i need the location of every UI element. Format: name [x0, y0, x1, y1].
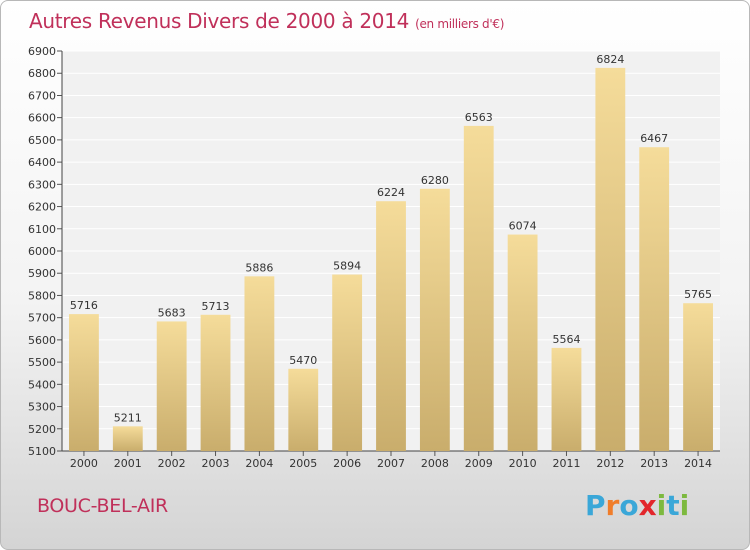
y-tick-label: 5700 — [28, 312, 56, 325]
x-tick-label: 2014 — [684, 457, 712, 470]
y-tick-label: 5500 — [28, 356, 56, 369]
data-label: 5713 — [202, 300, 230, 313]
y-tick-label: 6800 — [28, 67, 56, 80]
y-tick-label: 5800 — [28, 289, 56, 302]
x-tick-label: 2006 — [333, 457, 361, 470]
x-tick-label: 2003 — [202, 457, 230, 470]
logo-letter: t — [666, 489, 680, 522]
y-tick-label: 6100 — [28, 223, 56, 236]
logo-letter: o — [619, 489, 639, 522]
logo-letter: P — [585, 489, 606, 522]
x-tick-label: 2008 — [421, 457, 449, 470]
x-tick-label: 2001 — [114, 457, 142, 470]
y-tick-label: 5600 — [28, 334, 56, 347]
proxiti-logo: Proxiti — [585, 489, 689, 522]
x-tick-label: 2005 — [289, 457, 317, 470]
y-tick-label: 6300 — [28, 178, 56, 191]
x-tick-label: 2000 — [70, 457, 98, 470]
y-tick-label: 5400 — [28, 378, 56, 391]
chart-title: Autres Revenus Divers de 2000 à 2014 (en … — [29, 9, 504, 33]
data-label: 5683 — [158, 306, 186, 319]
y-tick-label: 6600 — [28, 112, 56, 125]
x-tick-label: 2002 — [158, 457, 186, 470]
data-label: 5886 — [245, 261, 273, 274]
data-label: 5894 — [333, 260, 361, 273]
data-label: 6280 — [421, 174, 449, 187]
y-tick-label: 5900 — [28, 267, 56, 280]
y-tick-label: 6500 — [28, 134, 56, 147]
chart-subtitle: (en milliers d'€) — [415, 17, 505, 31]
data-label: 6224 — [377, 186, 405, 199]
bar — [69, 314, 99, 451]
x-tick-label: 2011 — [552, 457, 580, 470]
x-tick-label: 2004 — [245, 457, 273, 470]
data-label: 5470 — [289, 354, 317, 367]
logo-letter: r — [605, 489, 620, 522]
bar — [683, 303, 713, 451]
y-tick-label: 6000 — [28, 245, 56, 258]
y-tick-label: 6400 — [28, 156, 56, 169]
data-label: 6074 — [509, 220, 537, 233]
data-label: 5564 — [552, 333, 580, 346]
bar — [463, 125, 494, 451]
x-tick-label: 2012 — [596, 457, 624, 470]
data-label: 6824 — [596, 53, 624, 66]
logo-letter: i — [656, 489, 667, 522]
y-tick-label: 6200 — [28, 201, 56, 214]
bar — [332, 274, 363, 451]
chart-title-text: Autres Revenus Divers de 2000 à 2014 — [29, 9, 410, 33]
logo-letter: i — [679, 489, 690, 522]
bar — [200, 314, 231, 451]
y-tick-label: 5300 — [28, 401, 56, 414]
bar — [112, 426, 143, 451]
data-label: 6467 — [640, 132, 668, 145]
y-tick-label: 6900 — [28, 45, 56, 58]
y-tick-label: 5100 — [28, 445, 56, 458]
bar — [244, 276, 275, 451]
city-name: BOUC-BEL-AIR — [37, 495, 168, 517]
bar — [507, 234, 538, 451]
y-tick-label: 5200 — [28, 423, 56, 436]
x-tick-label: 2009 — [465, 457, 493, 470]
y-tick-label: 6700 — [28, 89, 56, 102]
x-tick-label: 2010 — [509, 457, 537, 470]
bar — [156, 321, 187, 451]
data-label: 5765 — [684, 288, 712, 301]
data-label: 5211 — [114, 411, 142, 424]
x-tick-label: 2013 — [640, 457, 668, 470]
logo-letter: x — [638, 489, 657, 522]
bar — [376, 201, 406, 451]
bar — [288, 368, 319, 451]
x-tick-label: 2007 — [377, 457, 405, 470]
bar — [551, 347, 582, 451]
bar — [595, 67, 626, 451]
data-label: 5716 — [70, 299, 98, 312]
bar — [419, 188, 450, 451]
data-label: 6563 — [465, 111, 493, 124]
bar — [639, 147, 670, 451]
